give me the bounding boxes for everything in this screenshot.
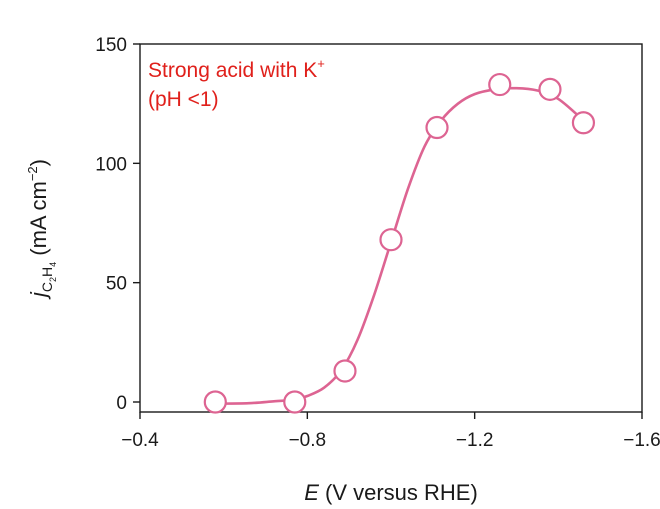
data-point <box>571 111 596 135</box>
plot-frame <box>139 43 643 413</box>
x-axis-label: E (V versus RHE) <box>304 480 478 505</box>
x-tick-label: −0.4 <box>121 430 159 451</box>
data-point <box>379 228 403 252</box>
y-tick-label: 0 <box>116 393 127 414</box>
data-point <box>203 390 227 414</box>
y-axis-label: jC2H4 (mA cm−2) <box>25 159 58 300</box>
data-point <box>538 77 562 101</box>
axes <box>139 43 643 413</box>
x-tick-label: −0.8 <box>289 430 327 451</box>
x-tick-label: −1.6 <box>623 430 660 451</box>
annotation: Strong acid with K+ <box>148 56 325 82</box>
ticks: −0.4 −0.8 −1.2 −1.6 0 50 100 150 <box>95 35 660 451</box>
y-tick-label: 150 <box>95 35 127 56</box>
data-points <box>203 72 596 414</box>
annotation-superscript: + <box>317 56 325 71</box>
data-point <box>333 359 357 383</box>
y-tick-label: 100 <box>95 154 127 175</box>
y-tick-label: 50 <box>106 274 127 295</box>
data-point <box>425 115 449 140</box>
annotation-line2: (pH <1) <box>148 88 219 111</box>
data-point <box>488 72 512 97</box>
x-tick-label: −1.2 <box>456 430 494 451</box>
data-point <box>283 390 307 414</box>
